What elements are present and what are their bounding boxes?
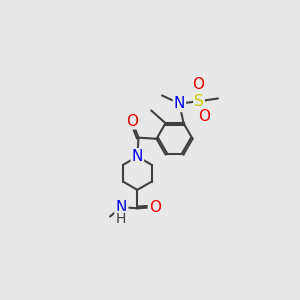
Text: S: S <box>194 94 204 109</box>
Text: O: O <box>198 110 210 124</box>
Text: O: O <box>149 200 161 215</box>
Text: O: O <box>126 113 138 128</box>
Text: N: N <box>174 96 185 111</box>
Text: N: N <box>132 149 143 164</box>
Text: N: N <box>116 200 127 215</box>
Text: O: O <box>192 77 204 92</box>
Text: H: H <box>115 212 126 226</box>
